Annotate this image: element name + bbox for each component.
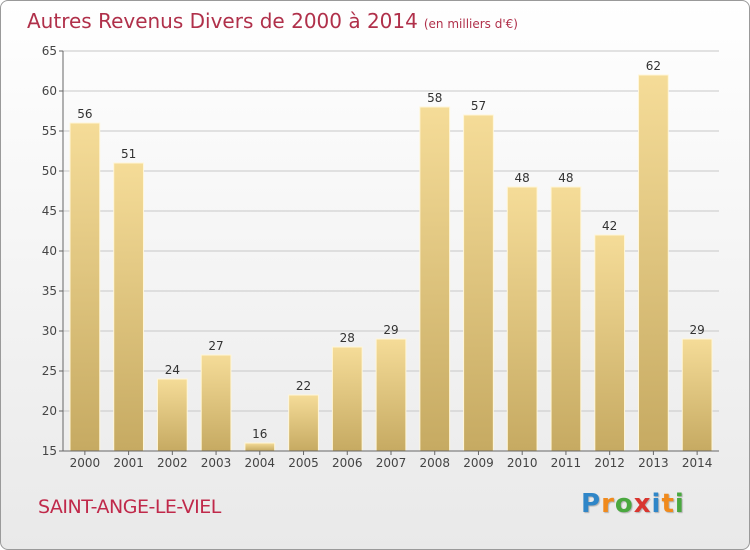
value-label-2005: 22 <box>296 379 311 393</box>
y-tick-label: 65 <box>42 44 57 58</box>
logo-letter: P <box>581 489 602 519</box>
value-label-2009: 57 <box>471 99 486 113</box>
x-tick-label-2014: 2014 <box>682 456 713 470</box>
data-labels: 56 51 24 27 16 22 28 29 58 57 48 48 42 62 29 <box>77 59 705 441</box>
chart-subtitle: (en milliers d'€) <box>423 17 518 31</box>
bar-2008 <box>419 106 451 452</box>
value-label-2007: 29 <box>383 323 398 337</box>
x-tick-label-2000: 2000 <box>70 456 101 470</box>
logo-letter: t <box>661 489 675 519</box>
bar-2011 <box>550 186 582 452</box>
bar-2001 <box>113 162 144 452</box>
y-tick-label: 25 <box>42 364 57 378</box>
x-tick-label-2006: 2006 <box>332 456 363 470</box>
y-tick-label: 45 <box>42 204 57 218</box>
chart-title: Autres Revenus Divers de 2000 à 2014 (en … <box>27 9 518 33</box>
bar-2007 <box>375 338 407 452</box>
bar-2006 <box>331 346 363 452</box>
logo-letter: r <box>601 489 615 519</box>
value-label-2010: 48 <box>515 171 530 185</box>
value-label-2003: 27 <box>208 339 223 353</box>
title-text: Autres Revenus Divers de 2000 à 2014 <box>27 9 418 33</box>
x-tick-label-2008: 2008 <box>419 456 450 470</box>
bar-2003 <box>200 354 232 452</box>
y-tick-label: 20 <box>42 404 57 418</box>
value-label-2006: 28 <box>340 331 355 345</box>
commune-name: SAINT-ANGE-LE-VIEL <box>38 496 221 518</box>
bar-2002 <box>156 378 188 452</box>
y-tick-label: 55 <box>42 124 57 138</box>
y-tick-label: 60 <box>42 84 57 98</box>
bar-2000 <box>69 122 101 452</box>
x-tick-label-2012: 2012 <box>594 456 625 470</box>
logo-letter: i <box>674 489 685 519</box>
x-tick-label-2003: 2003 <box>201 456 232 470</box>
bar-2004 <box>244 442 276 452</box>
logo-letter: o <box>614 489 634 519</box>
bar-2012 <box>594 234 626 452</box>
y-tick-label: 40 <box>42 244 57 258</box>
value-label-2013: 62 <box>646 59 661 73</box>
y-tick-label: 15 <box>42 444 57 458</box>
bar-2009 <box>463 114 494 452</box>
logo-letter: x <box>633 489 652 519</box>
bars <box>69 74 713 452</box>
value-label-2012: 42 <box>602 219 617 233</box>
value-label-2008: 58 <box>427 91 442 105</box>
value-label-2000: 56 <box>77 107 92 121</box>
x-tick-label-2013: 2013 <box>638 456 669 470</box>
x-tick-label-2010: 2010 <box>507 456 538 470</box>
x-tick-label-2011: 2011 <box>551 456 582 470</box>
y-tick-label: 30 <box>42 324 57 338</box>
x-tick-label-2009: 2009 <box>463 456 494 470</box>
bar-2010 <box>506 186 538 452</box>
x-tick-label-2002: 2002 <box>157 456 188 470</box>
bar-2013 <box>638 74 669 452</box>
value-label-2001: 51 <box>121 147 136 161</box>
y-tick-label: 50 <box>42 164 57 178</box>
bar-2005 <box>288 394 319 452</box>
axes: 15 20 25 30 35 40 45 50 55 60 65 2000 2001 2002 2003 20… <box>42 44 719 470</box>
value-label-2002: 24 <box>165 363 180 377</box>
logo-letter: i <box>651 489 662 519</box>
y-tick-label: 35 <box>42 284 57 298</box>
bar-2014 <box>681 338 713 452</box>
proxiti-logo: Proxiti <box>581 489 685 519</box>
value-label-2014: 29 <box>689 323 704 337</box>
x-tick-label-2001: 2001 <box>113 456 144 470</box>
x-tick-label-2004: 2004 <box>245 456 276 470</box>
value-label-2004: 16 <box>252 427 267 441</box>
value-label-2011: 48 <box>558 171 573 185</box>
x-tick-label-2007: 2007 <box>376 456 407 470</box>
x-tick-label-2005: 2005 <box>288 456 319 470</box>
